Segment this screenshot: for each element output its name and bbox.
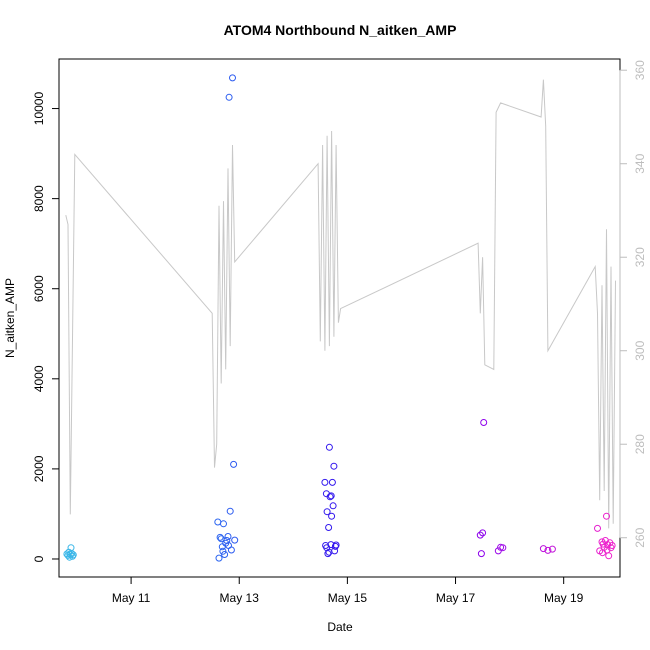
- right-y-tick-label: 320: [633, 247, 647, 267]
- y-tick-label: 0: [32, 555, 46, 562]
- data-point: [548, 545, 556, 553]
- y-tick-label: 10000: [32, 92, 46, 126]
- x-tick-label: May 15: [328, 591, 368, 605]
- scatter-series: [63, 74, 616, 562]
- y-tick-label: 4000: [32, 365, 46, 392]
- line-series-path: [65, 79, 616, 529]
- data-point: [219, 547, 227, 555]
- data-point: [66, 551, 74, 558]
- data-point: [215, 554, 223, 562]
- x-axis: May 11 May 13 May 15 May 17 May 19: [112, 576, 584, 605]
- data-point: [325, 524, 333, 531]
- y-axis: 0 2000 4000 6000 8000 10000: [32, 92, 60, 562]
- data-point: [68, 550, 76, 558]
- data-point: [332, 541, 340, 549]
- data-point: [216, 533, 224, 541]
- x-tick-label: May 13: [220, 591, 260, 605]
- x-axis-title: Date: [327, 620, 353, 634]
- y-tick-label: 2000: [32, 455, 46, 482]
- data-point: [599, 540, 607, 548]
- data-point: [229, 74, 236, 82]
- right-y-tick-label: 280: [633, 434, 647, 454]
- data-point: [328, 478, 336, 486]
- data-point: [224, 533, 232, 540]
- data-point: [226, 507, 234, 515]
- data-point: [603, 512, 610, 520]
- data-point: [330, 462, 338, 470]
- y-axis-title: N_aitken_AMP: [3, 278, 17, 358]
- right-y-tick-label: 300: [633, 340, 647, 360]
- data-point: [225, 93, 233, 101]
- data-point: [63, 550, 71, 558]
- data-point: [476, 531, 484, 539]
- data-point: [231, 536, 239, 544]
- data-point: [327, 492, 335, 500]
- right-y-axis: 260 280 300 320 340 360: [619, 60, 647, 548]
- data-point: [329, 502, 337, 510]
- data-point: [499, 544, 507, 552]
- data-point: [603, 546, 611, 554]
- data-point: [69, 551, 77, 559]
- data-point: [480, 419, 488, 426]
- data-point: [325, 443, 333, 451]
- data-point: [223, 537, 231, 544]
- right-y-tick-label: 260: [633, 527, 647, 547]
- data-point: [479, 529, 487, 537]
- y-tick-label: 8000: [32, 185, 46, 212]
- data-point: [225, 542, 232, 549]
- x-tick-label: May 17: [436, 591, 476, 605]
- x-tick-label: May 19: [544, 591, 584, 605]
- right-y-tick-label: 340: [633, 153, 647, 173]
- right-y-tick-label: 360: [633, 60, 647, 80]
- y-tick-label: 6000: [32, 275, 46, 302]
- data-point: [494, 547, 502, 555]
- data-point: [230, 460, 238, 468]
- data-point: [539, 545, 547, 553]
- data-point: [321, 478, 329, 486]
- data-point: [326, 493, 334, 501]
- x-tick-label: May 11: [112, 591, 151, 605]
- data-point: [220, 520, 227, 528]
- line-series: [65, 79, 616, 529]
- chart-title: ATOM4 Northbound N_aitken_AMP: [224, 22, 457, 38]
- data-point: [544, 546, 552, 554]
- data-point: [323, 508, 331, 516]
- data-point: [594, 524, 601, 532]
- data-point: [328, 512, 336, 520]
- data-point: [608, 542, 616, 549]
- data-point: [323, 544, 331, 552]
- data-point: [214, 518, 222, 526]
- data-point: [477, 550, 485, 558]
- data-point: [605, 552, 613, 560]
